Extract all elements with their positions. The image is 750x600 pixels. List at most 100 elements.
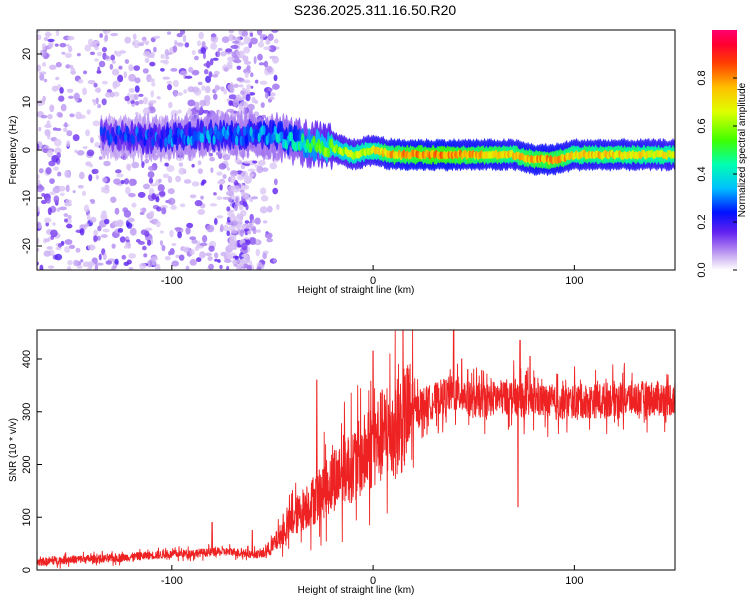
spectrogram-noise-cell [155, 196, 160, 203]
spectrogram-noise-cell [210, 33, 217, 38]
spectrogram-noise-cell [38, 168, 44, 174]
spectrogram-noise-cell [203, 62, 211, 67]
colorbar-tick-label: 0.4 [696, 166, 708, 181]
spectrogram-noise-cell [47, 38, 55, 43]
spectrogram-noise-cell [243, 88, 251, 97]
spectrogram-noise-cell [226, 167, 230, 171]
spectrogram-noise-cell [101, 98, 107, 106]
spectrogram-y-axis-label: Frequency (Hz) [8, 116, 19, 185]
spectrogram-noise-cell [216, 171, 223, 176]
spectrogram-noise-cell [235, 214, 243, 223]
spectrogram-noise-cell [137, 191, 146, 198]
spectrogram-noise-cell [37, 248, 40, 252]
spectrogram-noise-cell [246, 84, 252, 89]
spectrogram-noise-cell [219, 264, 223, 270]
spectrogram-noise-cell [54, 253, 63, 261]
spectrogram-noise-cell [235, 94, 242, 101]
spectrogram-noise-cell [233, 203, 238, 212]
spectrogram-noise-cell [165, 56, 170, 60]
spectrogram-noise-cell [102, 228, 110, 233]
spectrogram-noise-cell [199, 251, 206, 259]
spectrogram-noise-cell [141, 40, 150, 44]
spectrogram-noise-cell [253, 111, 260, 117]
spectrogram-noise-cell [134, 77, 141, 84]
spectrogram-noise-cell [40, 199, 47, 205]
spectrogram-noise-cell [257, 53, 263, 61]
spectrogram-noise-cell [89, 216, 97, 223]
spectrogram-noise-cell [142, 183, 151, 190]
spectrogram-noise-cell [142, 107, 151, 116]
spectrogram-noise-cell [226, 108, 235, 113]
spectrogram-noise-cell [72, 259, 79, 267]
spectrogram-noise-cell [200, 182, 205, 186]
spectrogram-noise-cell [177, 109, 182, 114]
spectrogram-noise-cell [111, 68, 120, 76]
spectrogram-noise-cell [268, 45, 277, 53]
colorbar-tick-label: 0.2 [696, 214, 708, 229]
spectrogram-noise-cell [159, 230, 164, 234]
spectrogram-noise-cell [191, 181, 200, 187]
spectrogram-noise-cell [240, 209, 247, 217]
spectrogram-ridge-cell [212, 134, 216, 145]
spectrogram-noise-cell [84, 44, 91, 52]
spectrogram-noise-cell [104, 92, 112, 98]
spectrogram-noise-cell [50, 229, 58, 238]
spectrogram-noise-cell [255, 238, 260, 245]
spectrogram-noise-cell [149, 61, 156, 67]
spectrogram-noise-cell [166, 164, 175, 172]
spectrogram-noise-cell [138, 262, 147, 270]
spectrogram-noise-cell [272, 55, 280, 64]
spectrogram-noise-cell [103, 160, 111, 167]
colorbar-tick-label: 0.8 [696, 70, 708, 85]
spectrogram-noise-cell [240, 191, 246, 196]
spectrogram-noise-cell [167, 188, 175, 195]
spectrogram-noise-cell [229, 236, 237, 244]
spectrogram-noise-cell [39, 49, 47, 57]
spectrogram-noise-cell [54, 138, 62, 147]
spectrogram-noise-cell [123, 178, 130, 185]
spectrogram-noise-cell [150, 256, 158, 262]
spectrogram-ridge-cell [125, 125, 129, 136]
colorbar-ticks: 0.0 0.2 0.4 0.6 0.8 [696, 70, 737, 278]
spectrogram-noise-cell [45, 167, 52, 175]
spectrogram-noise-cell [194, 55, 199, 61]
snr-x-tick-label: 100 [565, 575, 583, 587]
spectrogram-noise-cell [273, 178, 278, 186]
spectrogram-noise-cell [221, 36, 230, 43]
spectrogram-noise-cell [272, 258, 277, 263]
spectrogram-noise-cell [55, 61, 62, 68]
spectrogram-noise-cell [143, 253, 148, 258]
spectrogram-noise-cell [58, 185, 66, 192]
snr-y-tick-label: 200 [21, 455, 33, 473]
spectrogram-noise-cell [92, 120, 101, 127]
spectrogram-x-axis-label: Height of straight line (km) [298, 285, 415, 296]
spectrogram-noise-cell [123, 261, 130, 267]
spectrogram-noise-cell [241, 242, 248, 251]
snr-y-tick-label: 300 [21, 403, 33, 421]
spectrogram-noise-cell [142, 68, 149, 74]
spectrogram-noise-cell [244, 71, 249, 79]
spectrogram-noise-cell [153, 46, 157, 53]
spectrogram-noise-cell [151, 193, 157, 200]
spectrogram-noise-cell [199, 99, 207, 107]
spectrogram-noise-cell [51, 85, 59, 92]
spectrogram-noise-cell [52, 222, 56, 226]
spectrogram-noise-cell [148, 99, 157, 104]
spectrogram-noise-cell [65, 223, 73, 229]
spectrogram-noise-cell [263, 60, 269, 68]
spectrogram-noise-cell [57, 171, 62, 177]
spectrogram-noise-cell [200, 195, 204, 200]
spectrogram-noise-cell [246, 264, 252, 270]
spectrogram-noise-cell [60, 103, 67, 112]
spectrogram-noise-cell [271, 30, 279, 33]
spectrogram-noise-cell [222, 174, 227, 180]
spectrogram-ridge-cell [241, 136, 245, 147]
spectrogram-noise-cell [164, 48, 170, 57]
spectrogram-noise-cell [168, 101, 173, 109]
spectrogram-noise-cell [46, 246, 53, 250]
spectrogram-noise-cell [102, 30, 111, 34]
spectrogram-noise-cell [216, 215, 224, 219]
spectrogram-noise-cell [253, 56, 257, 64]
spectrogram-noise-cell [262, 220, 268, 224]
spectrogram-noise-cell [53, 195, 60, 204]
